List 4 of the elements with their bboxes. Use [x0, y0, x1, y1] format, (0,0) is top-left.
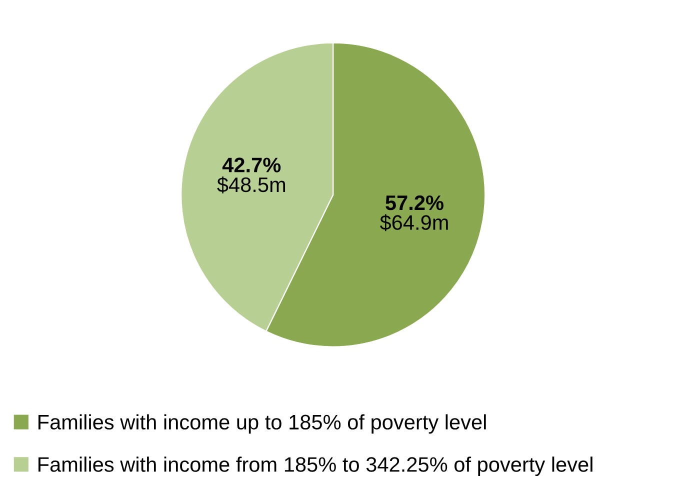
data-label: 42.7% $48.5m	[217, 158, 286, 194]
legend-label: Families with income from 185% to 342.25% of poverty level	[38, 456, 592, 476]
data-label: 57.2% $64.9m	[380, 195, 448, 232]
legend-label: Families with income up to 185% of poverty level	[38, 414, 486, 434]
